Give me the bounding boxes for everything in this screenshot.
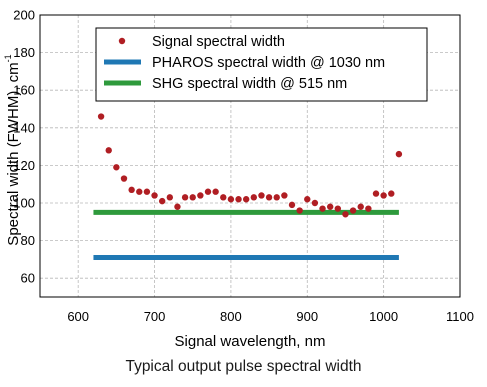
data-point <box>395 150 403 158</box>
data-point <box>158 197 166 205</box>
data-point <box>197 192 204 199</box>
y-tick-label: 200 <box>13 8 35 23</box>
data-point <box>174 203 181 210</box>
x-tick-label: 1100 <box>446 309 474 324</box>
legend-label: Signal spectral width <box>152 34 285 50</box>
data-point <box>288 201 296 209</box>
data-point <box>258 192 265 199</box>
x-tick-label: 700 <box>144 309 166 324</box>
data-point <box>265 194 273 201</box>
data-point <box>212 188 219 195</box>
data-point <box>326 203 334 210</box>
data-point <box>97 113 105 120</box>
x-tick-label: 800 <box>220 309 242 324</box>
data-point <box>372 190 380 197</box>
legend: Signal spectral width PHAROS spectral wid… <box>95 27 428 102</box>
data-point <box>204 188 212 195</box>
x-axis-label: Signal wavelength, nm <box>175 333 326 350</box>
plot-frame <box>39 14 461 298</box>
data-point <box>151 192 158 199</box>
y-tick-label: 100 <box>13 196 35 211</box>
data-point <box>250 194 258 201</box>
x-tick-label: 600 <box>67 309 89 324</box>
data-point <box>334 205 342 212</box>
y-axis-label-superscript: -1 <box>3 54 13 62</box>
y-axis-label-text: Spectral width (FWHM), cm <box>5 62 22 245</box>
data-point <box>235 196 242 203</box>
data-point <box>189 194 196 201</box>
y-tick-label: 120 <box>13 158 35 173</box>
data-point <box>128 186 135 194</box>
data-point <box>113 164 120 171</box>
legend-marker <box>118 37 126 45</box>
data-point <box>296 207 303 214</box>
data-point <box>380 192 387 199</box>
data-point <box>388 190 395 197</box>
data-point <box>166 194 174 201</box>
y-tick-label: 140 <box>13 120 35 135</box>
legend-label: PHAROS spectral width @ 1030 nm <box>152 55 385 71</box>
data-point <box>319 205 326 212</box>
x-tick-labels: 600 700 800 900 1000 1100 <box>67 309 474 324</box>
data-point <box>242 196 250 203</box>
x-tick-label: 1000 <box>369 309 398 324</box>
y-tick-label: 60 <box>21 271 35 286</box>
y-tick-label: 160 <box>13 83 35 98</box>
x-tick-label: 900 <box>296 309 318 324</box>
data-point <box>357 203 364 210</box>
data-point <box>342 211 349 218</box>
data-point <box>227 196 235 203</box>
data-point <box>143 188 151 195</box>
y-tick-labels: 60 80 100 120 140 160 180 200 <box>13 8 35 286</box>
data-point <box>281 192 288 199</box>
data-point <box>349 207 357 214</box>
data-point <box>220 194 227 201</box>
data-point <box>181 194 189 201</box>
y-axis-label: Spectral width (FWHM), cm-1 <box>3 54 22 245</box>
data-point <box>365 205 372 212</box>
data-point <box>136 188 143 195</box>
data-point <box>273 194 280 201</box>
data-point <box>105 147 112 154</box>
series-layer <box>93 113 403 261</box>
data-point <box>120 175 128 182</box>
figure-caption: Typical output pulse spectral width <box>125 358 362 375</box>
y-tick-label: 180 <box>13 45 35 60</box>
legend-box <box>95 27 428 102</box>
data-point <box>304 196 311 203</box>
data-point <box>311 199 319 207</box>
y-tick-label: 80 <box>21 233 35 248</box>
legend-label: SHG spectral width @ 515 nm <box>152 76 347 92</box>
